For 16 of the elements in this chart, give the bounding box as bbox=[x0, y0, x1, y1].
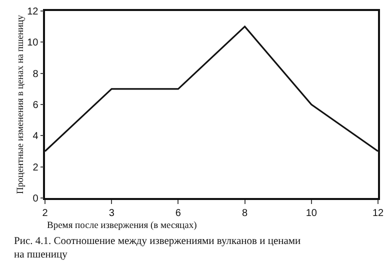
x-tick-label: 3 bbox=[108, 208, 115, 219]
x-tick-label: 2 bbox=[42, 208, 48, 219]
y-tick-label: 6 bbox=[32, 100, 39, 111]
y-tick-label: 4 bbox=[32, 131, 39, 142]
x-tick-label: 6 bbox=[175, 208, 182, 219]
x-axis-title: Время после извержения (в месяцах) bbox=[47, 221, 197, 231]
y-tick-label: 8 bbox=[32, 68, 39, 80]
y-tick-label: 2 bbox=[32, 162, 39, 174]
y-axis-title: Процентные изменения в ценах на пшеницу bbox=[16, 14, 26, 194]
y-tick-label: 12 bbox=[27, 6, 39, 18]
y-tick-label: 10 bbox=[27, 38, 39, 49]
y-tick-label: 0 bbox=[32, 194, 39, 204]
x-tick-label: 10 bbox=[306, 208, 318, 219]
text: Рис. 4.1. Соотношение между извержениями вулканов и ценами на пшеницу bbox=[14, 236, 302, 261]
x-tick-label: 8 bbox=[242, 208, 248, 219]
x-tick-label: 12 bbox=[372, 208, 384, 219]
